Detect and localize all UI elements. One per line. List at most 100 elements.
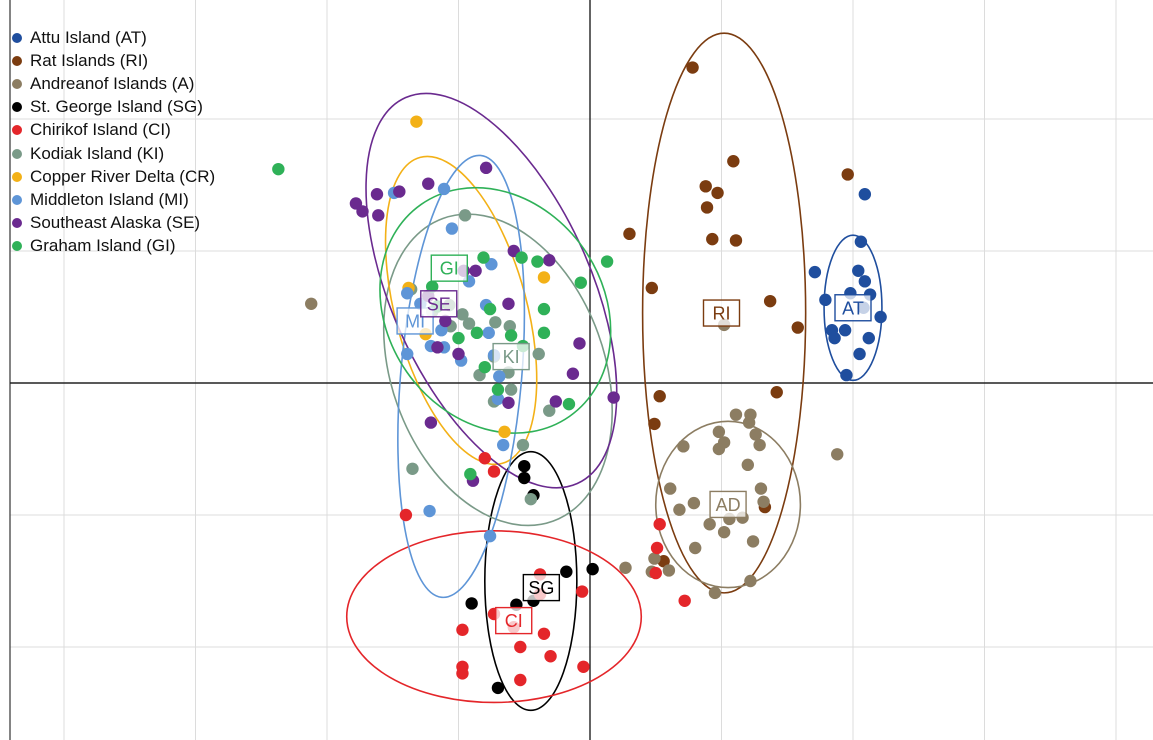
point-ri: [841, 168, 854, 181]
point-cr: [537, 271, 551, 284]
point-ri: [727, 155, 740, 168]
point-ri: [791, 321, 804, 334]
point-sg: [465, 597, 478, 610]
legend-item: Kodiak Island (KI): [12, 142, 215, 165]
point-ci: [650, 541, 664, 555]
point-gi: [426, 280, 439, 293]
legend: Attu Island (AT) Rat Islands (RI) Andreano…: [12, 26, 215, 258]
legend-item: Graham Island (GI): [12, 235, 215, 258]
point-mi: [482, 326, 495, 340]
point-at: [858, 275, 872, 288]
point-ri: [645, 281, 659, 295]
ellipse-ri: [641, 32, 807, 594]
point-se: [431, 341, 444, 354]
point-ci: [456, 667, 469, 680]
legend-item: Middleton Island (MI): [12, 188, 215, 211]
group-label-gi: GI: [430, 254, 468, 282]
grid-lines: [10, 0, 1153, 740]
point-ad: [831, 448, 844, 461]
point-mi: [423, 504, 436, 518]
point-ad: [746, 535, 760, 548]
point-ad: [717, 525, 731, 539]
point-at: [828, 331, 841, 345]
point-gi: [491, 383, 505, 396]
point-at: [853, 347, 866, 361]
point-at: [838, 324, 852, 337]
point-ri: [711, 186, 724, 200]
point-gi: [452, 331, 465, 345]
point-mi: [445, 222, 459, 235]
legend-item: Andreanof Islands (A): [12, 72, 215, 95]
point-gi: [483, 302, 497, 316]
point-ri: [648, 417, 661, 431]
legend-marker-icon: [12, 102, 22, 113]
legend-item: St. George Island (SG): [12, 96, 215, 119]
point-at: [854, 235, 868, 248]
point-ci: [514, 640, 527, 654]
point-ci: [478, 452, 491, 465]
point-sg: [560, 565, 573, 578]
point-gi: [504, 329, 518, 342]
point-at: [862, 331, 875, 345]
point-ad: [757, 495, 770, 508]
svg-text:AT: AT: [842, 298, 864, 318]
point-ci: [399, 508, 413, 522]
legend-marker-icon: [12, 241, 22, 252]
legend-label: Attu Island (AT): [30, 27, 147, 47]
point-ri: [770, 386, 783, 399]
point-mi: [491, 392, 505, 406]
point-ki: [489, 316, 502, 329]
point-ci: [577, 660, 590, 673]
point-ad: [687, 496, 701, 510]
point-se: [607, 391, 620, 404]
point-gi: [464, 467, 477, 481]
legend-label: Chirikof Island (CI): [30, 120, 171, 140]
point-ki: [524, 492, 538, 506]
legend-marker-icon: [12, 171, 22, 182]
point-mi: [401, 347, 414, 361]
point-mi: [493, 370, 506, 383]
point-gi: [600, 255, 614, 268]
group-label-ri: RI: [702, 299, 741, 327]
point-ki: [543, 404, 556, 417]
point-ad: [662, 564, 676, 577]
point-ci: [514, 673, 527, 687]
point-sg: [586, 562, 599, 576]
point-gi: [477, 251, 490, 264]
point-se: [479, 161, 493, 175]
point-ri: [623, 227, 636, 241]
point-ki: [456, 308, 469, 321]
ellipse-at: [823, 234, 883, 382]
point-gi: [478, 360, 491, 374]
point-ad: [703, 518, 716, 531]
point-ci: [544, 650, 557, 663]
svg-text:CI: CI: [505, 611, 523, 631]
point-at: [840, 368, 853, 382]
point-ki: [406, 462, 419, 475]
point-ci: [537, 627, 551, 640]
point-ri: [700, 201, 714, 214]
point-ri: [706, 232, 719, 246]
svg-text:RI: RI: [713, 304, 731, 324]
legend-label: Graham Island (GI): [30, 236, 176, 256]
point-ad: [619, 561, 632, 574]
point-gi: [537, 302, 551, 316]
legend-label: St. George Island (SG): [30, 97, 203, 117]
point-ci: [653, 518, 666, 531]
point-ci: [487, 465, 501, 478]
point-ad: [729, 408, 743, 421]
point-gi: [272, 162, 285, 176]
point-se: [502, 396, 515, 409]
point-gi: [537, 326, 551, 340]
point-ad: [744, 574, 757, 588]
group-label-at: AT: [834, 294, 872, 322]
point-cr: [410, 115, 423, 128]
point-ad: [689, 541, 702, 555]
point-ad: [708, 586, 722, 600]
point-ci: [456, 623, 469, 637]
point-se: [543, 254, 556, 267]
point-ad: [742, 416, 756, 429]
legend-marker-icon: [12, 125, 22, 136]
point-se: [549, 395, 563, 408]
